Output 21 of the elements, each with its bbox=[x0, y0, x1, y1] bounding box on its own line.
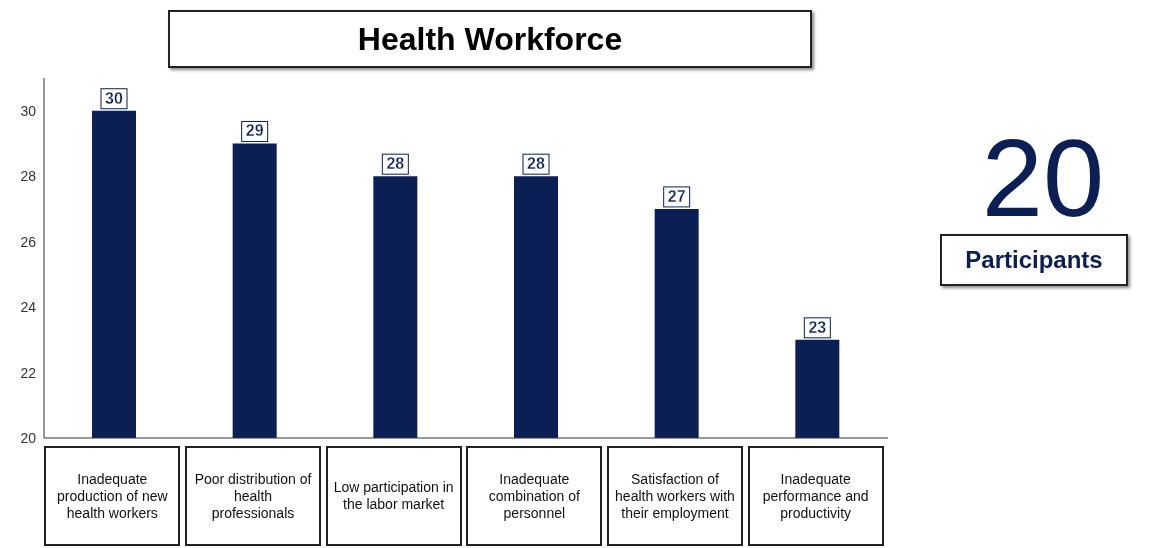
x-tick-label: Inadequate performance and productivity bbox=[747, 446, 884, 546]
data-label: 23 bbox=[808, 318, 827, 336]
y-tick-label: 26 bbox=[20, 233, 37, 250]
x-tick-label: Inadequate production of new health workers bbox=[44, 446, 181, 546]
y-tick-label: 20 bbox=[20, 429, 37, 446]
chart-title: Health Workforce bbox=[168, 10, 812, 68]
text: 20 bbox=[980, 116, 1106, 239]
x-tick-label: Inadequate combination of personnel bbox=[466, 446, 603, 546]
y-tick-label: 22 bbox=[20, 364, 37, 381]
data-label: 27 bbox=[667, 187, 686, 205]
text: Participants bbox=[965, 246, 1103, 273]
x-tick-label: Low participation in the labor market bbox=[325, 446, 462, 546]
x-tick-label: Poor distribution of health professionals bbox=[185, 446, 321, 546]
y-tick-label: 28 bbox=[20, 168, 37, 185]
x-tick-label: Satisfaction of health workers with their employment bbox=[607, 446, 743, 546]
data-label: 28 bbox=[527, 155, 545, 173]
y-tick-label: 30 bbox=[20, 102, 37, 119]
y-tick-label: 24 bbox=[20, 299, 37, 316]
data-label: 30 bbox=[105, 89, 123, 107]
data-label: 28 bbox=[386, 155, 405, 173]
data-label: 29 bbox=[245, 122, 264, 140]
